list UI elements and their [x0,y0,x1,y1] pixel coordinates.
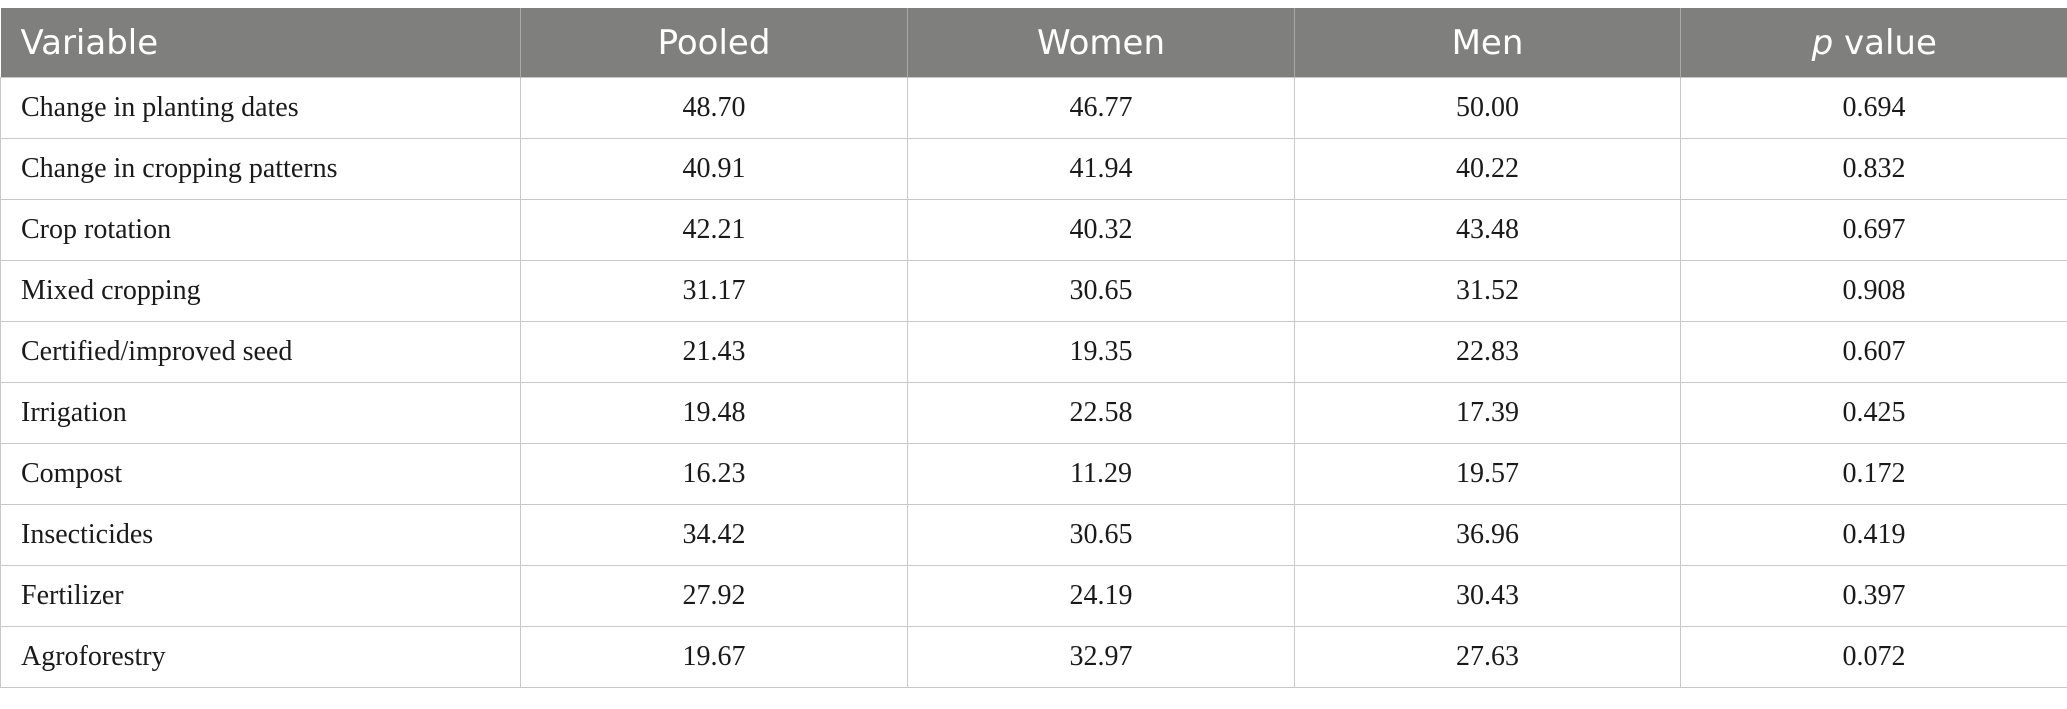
table-row: Mixed cropping 31.17 30.65 31.52 0.908 [0,260,2067,322]
cell-p-value: 0.425 [1680,382,2067,444]
cell-women: 24.19 [907,565,1295,627]
cell-women: 30.65 [907,260,1295,322]
header-women: Women [907,8,1295,78]
table-row: Certified/improved seed 21.43 19.35 22.8… [0,321,2067,383]
cell-women: 30.65 [907,504,1295,566]
table-row: Change in planting dates 48.70 46.77 50.… [0,77,2067,139]
cell-p-value: 0.072 [1680,626,2067,688]
cell-pooled: 34.42 [520,504,908,566]
cell-variable: Insecticides [0,504,521,566]
cell-variable: Mixed cropping [0,260,521,322]
cell-men: 31.52 [1294,260,1681,322]
cell-variable: Certified/improved seed [0,321,521,383]
table-body: Change in planting dates 48.70 46.77 50.… [0,77,2067,688]
header-p-value: p value [1680,8,2067,78]
table-header: Variable Pooled Women Men p value [0,8,2067,78]
cell-p-value: 0.694 [1680,77,2067,139]
data-table-container: Variable Pooled Women Men p value Change… [0,8,2067,688]
header-pooled: Pooled [520,8,908,78]
cell-pooled: 21.43 [520,321,908,383]
table-row: Insecticides 34.42 30.65 36.96 0.419 [0,504,2067,566]
table-row: Change in cropping patterns 40.91 41.94 … [0,138,2067,200]
cell-variable: Fertilizer [0,565,521,627]
cell-p-value: 0.832 [1680,138,2067,200]
cell-p-value: 0.697 [1680,199,2067,261]
header-men: Men [1294,8,1681,78]
table-row: Fertilizer 27.92 24.19 30.43 0.397 [0,565,2067,627]
cell-pooled: 48.70 [520,77,908,139]
cell-variable: Change in cropping patterns [0,138,521,200]
cell-pooled: 19.48 [520,382,908,444]
cell-men: 19.57 [1294,443,1681,505]
cell-variable: Crop rotation [0,199,521,261]
cell-variable: Agroforestry [0,626,521,688]
cell-pooled: 27.92 [520,565,908,627]
cell-p-value: 0.172 [1680,443,2067,505]
table-row: Compost 16.23 11.29 19.57 0.172 [0,443,2067,505]
cell-men: 36.96 [1294,504,1681,566]
cell-women: 32.97 [907,626,1295,688]
cell-variable: Compost [0,443,521,505]
cell-variable: Change in planting dates [0,77,521,139]
cell-pooled: 19.67 [520,626,908,688]
cell-men: 22.83 [1294,321,1681,383]
cell-women: 19.35 [907,321,1295,383]
cell-men: 43.48 [1294,199,1681,261]
header-p-symbol: p [1811,22,1834,63]
cell-women: 22.58 [907,382,1295,444]
cell-p-value: 0.419 [1680,504,2067,566]
cell-pooled: 40.91 [520,138,908,200]
cell-women: 41.94 [907,138,1295,200]
cell-men: 17.39 [1294,382,1681,444]
header-variable: Variable [0,8,521,78]
table-row: Agroforestry 19.67 32.97 27.63 0.072 [0,626,2067,688]
cell-variable: Irrigation [0,382,521,444]
cell-pooled: 31.17 [520,260,908,322]
header-row: Variable Pooled Women Men p value [0,8,2067,78]
cell-men: 30.43 [1294,565,1681,627]
cell-pooled: 42.21 [520,199,908,261]
header-p-label: value [1833,22,1937,63]
cell-men: 40.22 [1294,138,1681,200]
cell-p-value: 0.397 [1680,565,2067,627]
cell-men: 27.63 [1294,626,1681,688]
table-row: Crop rotation 42.21 40.32 43.48 0.697 [0,199,2067,261]
cell-p-value: 0.607 [1680,321,2067,383]
cell-women: 46.77 [907,77,1295,139]
cell-women: 40.32 [907,199,1295,261]
cell-men: 50.00 [1294,77,1681,139]
cell-p-value: 0.908 [1680,260,2067,322]
cell-pooled: 16.23 [520,443,908,505]
adaptation-strategies-table: Variable Pooled Women Men p value Change… [0,8,2067,688]
cell-women: 11.29 [907,443,1295,505]
table-row: Irrigation 19.48 22.58 17.39 0.425 [0,382,2067,444]
